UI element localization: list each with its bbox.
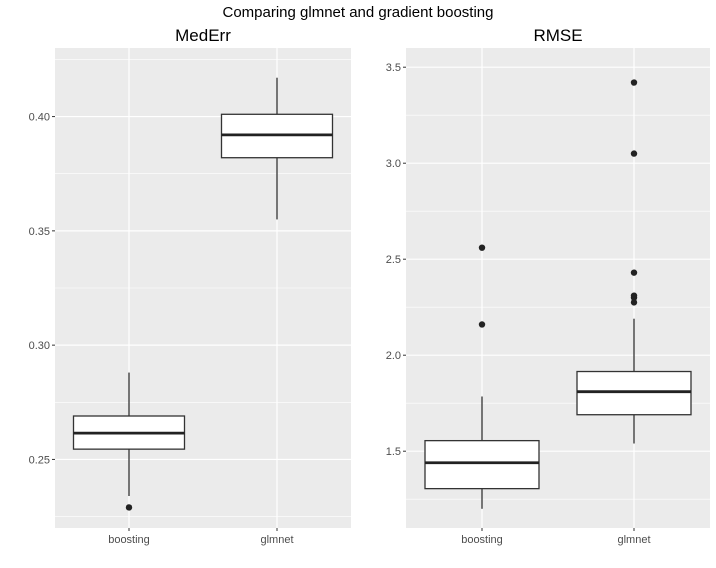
y-tick-label: 2.0 bbox=[386, 350, 401, 362]
outlier-point bbox=[630, 79, 638, 86]
y-tick-label: 2.5 bbox=[386, 254, 401, 266]
y-tick-label: 0.25 bbox=[29, 454, 50, 466]
y-tick-label: 3.0 bbox=[386, 158, 401, 170]
iqr-box bbox=[424, 439, 540, 490]
y-tick-label: 1.5 bbox=[386, 446, 401, 458]
outlier-point bbox=[630, 292, 638, 299]
box-boosting bbox=[72, 372, 186, 511]
panel-title: MedErr bbox=[175, 26, 231, 45]
x-tick-label: boosting bbox=[461, 534, 503, 546]
iqr-box bbox=[576, 370, 692, 416]
figure-title: Comparing glmnet and gradient boosting bbox=[222, 4, 493, 21]
outlier-point bbox=[630, 269, 638, 276]
x-tick-label: glmnet bbox=[260, 534, 293, 546]
y-tick-label: 3.5 bbox=[386, 62, 401, 74]
panel-title: RMSE bbox=[533, 26, 582, 45]
outlier-point bbox=[125, 504, 133, 511]
outlier-point bbox=[478, 321, 486, 328]
panel-rmse: RMSE 1.5 2.0 2.5 3.0 3.5 boosting glmnet bbox=[386, 26, 710, 546]
box-boosting bbox=[424, 244, 540, 509]
x-tick-label: boosting bbox=[108, 534, 150, 546]
box-glmnet bbox=[576, 79, 692, 444]
y-tick-label: 0.35 bbox=[29, 226, 50, 238]
panel-mederr: MedErr 0.25 0.30 0.35 0.40 boosting glmnet bbox=[29, 26, 351, 546]
y-tick-label: 0.30 bbox=[29, 340, 50, 352]
y-tick-label: 0.40 bbox=[29, 112, 50, 124]
outlier-point bbox=[630, 299, 638, 306]
x-tick-label: glmnet bbox=[617, 534, 650, 546]
outlier-point bbox=[630, 150, 638, 157]
box-glmnet bbox=[220, 77, 334, 220]
outlier-point bbox=[478, 244, 486, 251]
